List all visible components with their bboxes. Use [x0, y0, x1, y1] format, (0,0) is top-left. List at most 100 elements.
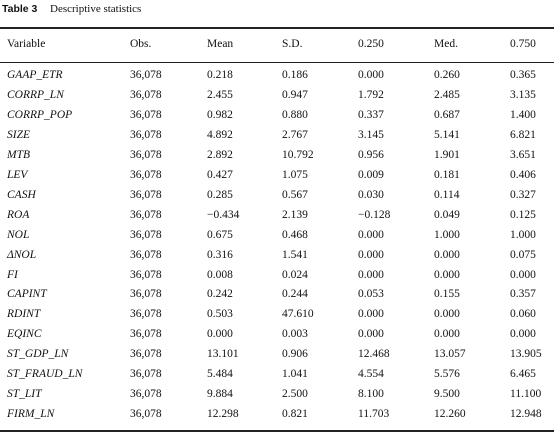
column-header: 0.750 — [510, 38, 536, 50]
table-cell: 0.009 — [358, 168, 384, 181]
table-cell: −0.434 — [207, 208, 240, 221]
table-cell: 0.365 — [510, 69, 536, 81]
variable-name: ST_FRAUD_LN — [7, 368, 83, 381]
table-cell: 0.053 — [358, 288, 384, 301]
table-cell: 0.357 — [510, 288, 536, 301]
table-cell: 9.500 — [434, 388, 460, 401]
table-cell: 2.485 — [434, 88, 460, 101]
table-cell: 1.541 — [282, 248, 308, 261]
table-cell: 0.285 — [207, 188, 233, 201]
table-cell: 36,078 — [130, 188, 162, 201]
table-cell: 12.468 — [358, 348, 390, 361]
table-cell: 36,078 — [130, 128, 162, 141]
table-cell: 12.260 — [434, 408, 466, 421]
column-header: S.D. — [282, 38, 303, 50]
table-cell: 5.141 — [434, 128, 460, 141]
variable-name: ST_LIT — [7, 388, 42, 401]
variable-name: MTB — [7, 148, 30, 161]
table-title: Descriptive statistics — [50, 3, 142, 15]
variable-name: RDINT — [7, 308, 41, 321]
table-cell: 36,078 — [130, 368, 162, 381]
table-cell: 0.000 — [358, 308, 384, 321]
table-cell: 10.792 — [282, 148, 314, 161]
table-cell: 36,078 — [130, 328, 162, 341]
table-cell: 0.427 — [207, 168, 233, 181]
variable-name: FI — [7, 268, 18, 281]
table-cell: 0.000 — [358, 268, 384, 281]
table-cell: 0.049 — [434, 208, 460, 221]
table-cell: 13.057 — [434, 348, 466, 361]
variable-name: CASH — [7, 188, 36, 201]
table-cell: 4.892 — [207, 128, 233, 141]
table-cell: 2.139 — [282, 208, 308, 221]
table-cell: 11.703 — [358, 408, 390, 421]
table-cell: 36,078 — [130, 388, 162, 401]
variable-name: NOL — [7, 228, 30, 241]
top-rule — [0, 27, 554, 29]
table-cell: 0.242 — [207, 288, 233, 301]
table-cell: 0.155 — [434, 288, 460, 301]
table-cell: 0.000 — [358, 228, 384, 241]
table-cell: 0.982 — [207, 108, 233, 121]
variable-name: GAAP_ETR — [7, 69, 63, 81]
table-cell: 0.503 — [207, 308, 233, 321]
table-cell: 2.892 — [207, 148, 233, 161]
table-cell: 11.100 — [510, 388, 542, 401]
table-cell: 0.468 — [282, 228, 308, 241]
table-cell: 0.675 — [207, 228, 233, 241]
table-cell: 9.884 — [207, 388, 233, 401]
column-header: Variable — [7, 38, 46, 50]
table-cell: 5.484 — [207, 368, 233, 381]
table-cell: 1.000 — [510, 228, 536, 241]
table-cell: 0.947 — [282, 88, 308, 101]
table-cell: 0.030 — [358, 188, 384, 201]
table-cell: 0.186 — [282, 69, 308, 81]
table-cell: 5.576 — [434, 368, 460, 381]
variable-name: SIZE — [7, 128, 30, 141]
table-cell: 3.651 — [510, 148, 536, 161]
table-cell: 36,078 — [130, 88, 162, 101]
column-header: 0.250 — [358, 38, 384, 50]
table-cell: 0.000 — [510, 328, 536, 341]
variable-name: ST_GDP_LN — [7, 348, 69, 361]
table-cell: 36,078 — [130, 168, 162, 181]
table-cell: 0.060 — [510, 308, 536, 321]
table-cell: 36,078 — [130, 228, 162, 241]
table-cell: 3.135 — [510, 88, 536, 101]
table-cell: 0.075 — [510, 248, 536, 261]
table-cell: 0.000 — [434, 328, 460, 341]
table-cell: 0.316 — [207, 248, 233, 261]
table-cell: 0.218 — [207, 69, 233, 81]
table-cell: 47.610 — [282, 308, 314, 321]
table-cell: 0.114 — [434, 188, 460, 201]
table-cell: 0.337 — [358, 108, 384, 121]
table-cell: 12.948 — [510, 408, 542, 421]
table-cell: 0.821 — [282, 408, 308, 421]
variable-name: CORRP_POP — [7, 108, 73, 121]
table-cell: 1.041 — [282, 368, 308, 381]
table-cell: 0.906 — [282, 348, 308, 361]
table-cell: 36,078 — [130, 208, 162, 221]
table-cell: 0.000 — [434, 308, 460, 321]
table-cell: 36,078 — [130, 108, 162, 121]
column-header: Mean — [207, 38, 234, 50]
table-cell: 0.880 — [282, 108, 308, 121]
table-cell: 6.821 — [510, 128, 536, 141]
table-cell: 0.567 — [282, 188, 308, 201]
table-cell: 0.125 — [510, 208, 536, 221]
table-cell: 0.008 — [207, 268, 233, 281]
variable-name: FIRM_LN — [7, 408, 55, 421]
variable-name: EQINC — [7, 328, 42, 341]
table-cell: 36,078 — [130, 148, 162, 161]
table-cell: 12.298 — [207, 408, 239, 421]
table-cell: 0.956 — [358, 148, 384, 161]
table-cell: 13.101 — [207, 348, 239, 361]
table-cell: 0.181 — [434, 168, 460, 181]
table-cell: 0.003 — [282, 328, 308, 341]
table-cell: 36,078 — [130, 308, 162, 321]
table-cell: 0.024 — [282, 268, 308, 281]
table-cell: 0.327 — [510, 188, 536, 201]
table-cell: 0.000 — [510, 268, 536, 281]
table-cell: 6.465 — [510, 368, 536, 381]
